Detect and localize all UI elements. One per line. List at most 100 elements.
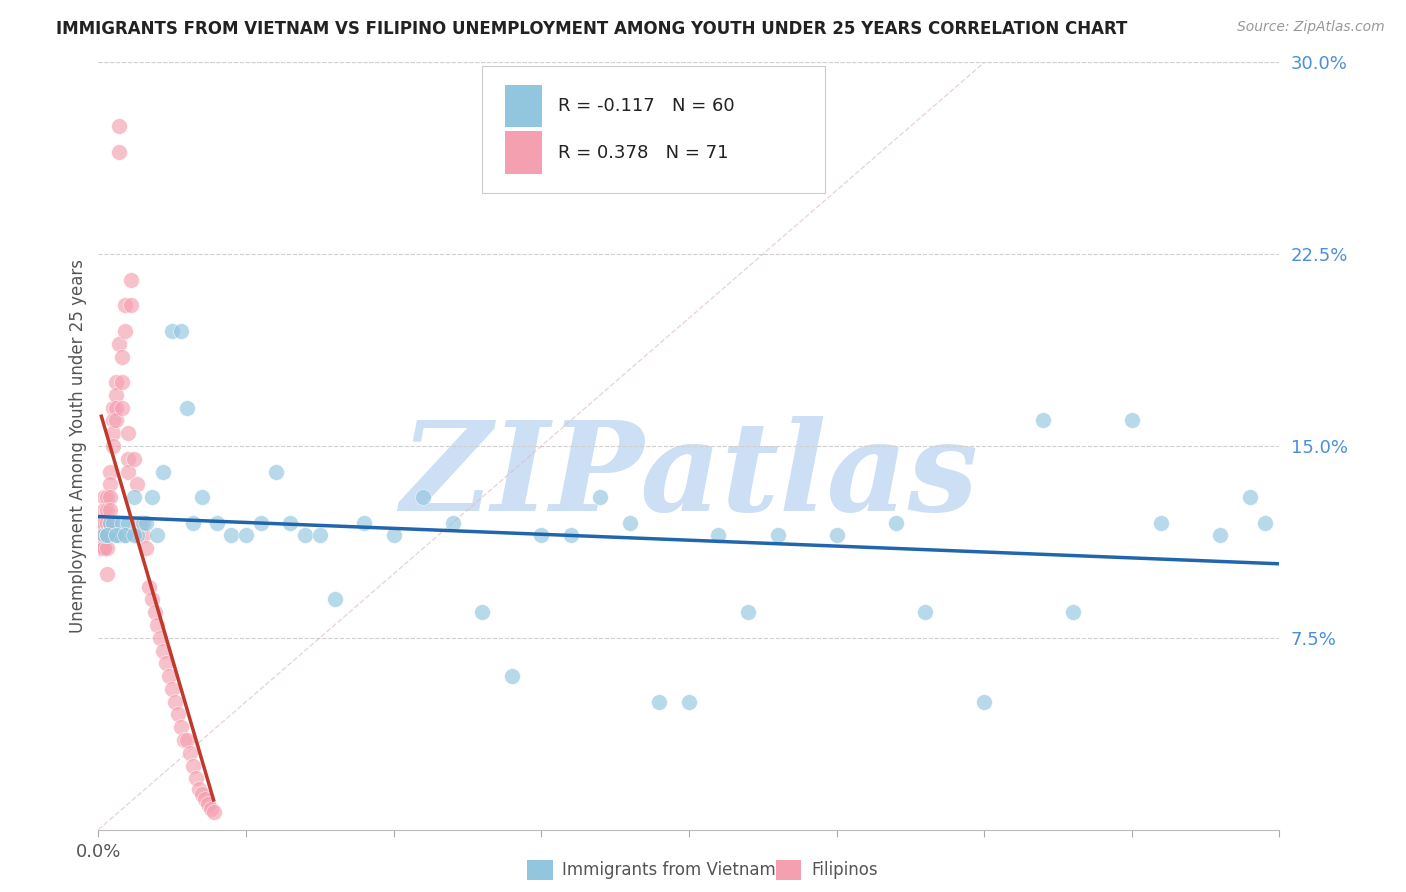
- Point: [96, 541, 118, 556]
- Point: [294, 528, 316, 542]
- Point: [117, 426, 139, 441]
- Point: [825, 528, 848, 542]
- Point: [132, 516, 155, 530]
- Point: [914, 605, 936, 619]
- Point: [90, 541, 112, 556]
- Point: [98, 503, 121, 517]
- Point: [93, 528, 115, 542]
- Point: [202, 805, 225, 819]
- Y-axis label: Unemployment Among Youth under 25 years: Unemployment Among Youth under 25 years: [69, 259, 87, 633]
- Point: [117, 465, 139, 479]
- Point: [108, 145, 131, 159]
- Point: [501, 669, 523, 683]
- Point: [103, 439, 125, 453]
- Text: Immigrants from Vietnam: Immigrants from Vietnam: [562, 861, 776, 879]
- FancyBboxPatch shape: [505, 131, 543, 174]
- Point: [98, 516, 121, 530]
- Point: [181, 516, 204, 530]
- Point: [250, 516, 273, 530]
- Point: [93, 528, 115, 542]
- Point: [90, 528, 112, 542]
- Point: [152, 643, 174, 657]
- Point: [105, 388, 128, 402]
- Point: [114, 298, 136, 312]
- Point: [111, 350, 134, 364]
- Point: [737, 605, 759, 619]
- Point: [146, 528, 169, 542]
- Point: [184, 772, 207, 786]
- Point: [128, 516, 150, 530]
- Point: [105, 528, 128, 542]
- Point: [197, 797, 219, 811]
- Point: [1062, 605, 1084, 619]
- Point: [766, 528, 789, 542]
- Point: [648, 695, 671, 709]
- Point: [589, 490, 612, 504]
- Point: [162, 681, 183, 696]
- Point: [93, 516, 115, 530]
- Point: [114, 528, 136, 542]
- Text: ZIPatlas: ZIPatlas: [399, 416, 979, 538]
- Text: R = -0.117   N = 60: R = -0.117 N = 60: [558, 97, 734, 115]
- Point: [165, 695, 187, 709]
- Point: [191, 490, 214, 504]
- Point: [96, 528, 118, 542]
- Point: [382, 528, 405, 542]
- Point: [162, 324, 183, 338]
- Text: IMMIGRANTS FROM VIETNAM VS FILIPINO UNEMPLOYMENT AMONG YOUTH UNDER 25 YEARS CORR: IMMIGRANTS FROM VIETNAM VS FILIPINO UNEM…: [56, 20, 1128, 37]
- Point: [96, 566, 118, 581]
- Point: [90, 528, 112, 542]
- Point: [103, 413, 125, 427]
- Point: [122, 451, 145, 466]
- Point: [143, 605, 166, 619]
- Point: [1032, 413, 1054, 427]
- Point: [96, 516, 118, 530]
- Point: [170, 324, 193, 338]
- Point: [98, 477, 121, 491]
- Point: [103, 516, 125, 530]
- Point: [471, 605, 494, 619]
- Point: [884, 516, 907, 530]
- Point: [678, 695, 700, 709]
- Point: [141, 592, 163, 607]
- Point: [108, 528, 131, 542]
- Point: [114, 528, 136, 542]
- Point: [619, 516, 641, 530]
- Point: [1239, 490, 1261, 504]
- Point: [96, 528, 118, 542]
- Point: [93, 490, 115, 504]
- Point: [181, 758, 204, 772]
- Point: [235, 528, 257, 542]
- FancyBboxPatch shape: [482, 66, 825, 193]
- Point: [98, 516, 121, 530]
- Point: [90, 516, 112, 530]
- Point: [1121, 413, 1143, 427]
- Point: [117, 451, 139, 466]
- Point: [173, 733, 195, 747]
- Point: [200, 802, 222, 816]
- Point: [108, 120, 131, 134]
- Point: [167, 707, 190, 722]
- Point: [1209, 528, 1232, 542]
- Point: [105, 413, 128, 427]
- Point: [98, 465, 121, 479]
- Point: [93, 503, 115, 517]
- Point: [96, 503, 118, 517]
- Point: [1150, 516, 1173, 530]
- Point: [179, 746, 201, 760]
- Point: [187, 781, 209, 796]
- Point: [264, 465, 287, 479]
- Point: [205, 516, 228, 530]
- Point: [122, 528, 145, 542]
- Point: [194, 792, 217, 806]
- Text: Source: ZipAtlas.com: Source: ZipAtlas.com: [1237, 20, 1385, 34]
- Point: [176, 733, 198, 747]
- Point: [105, 375, 128, 389]
- Point: [157, 669, 180, 683]
- Point: [93, 541, 115, 556]
- Point: [103, 426, 125, 441]
- Point: [122, 490, 145, 504]
- Point: [530, 528, 553, 542]
- Point: [323, 592, 346, 607]
- Point: [111, 375, 134, 389]
